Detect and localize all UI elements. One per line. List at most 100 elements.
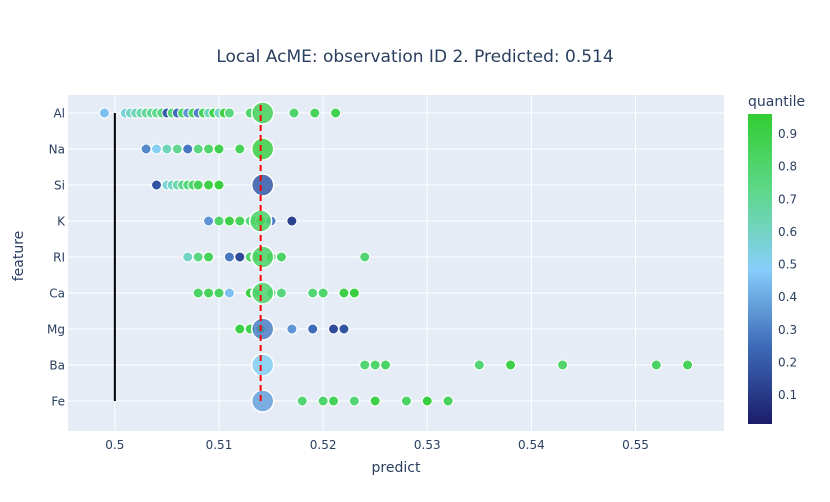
data-point xyxy=(369,359,381,371)
data-point xyxy=(557,359,569,371)
data-point xyxy=(307,323,319,335)
data-point xyxy=(505,359,517,371)
x-tick-label: 0.54 xyxy=(518,438,545,452)
data-point xyxy=(213,179,225,191)
axes: 0.5 0.51 0.52 0.53 0.54 0.55 Al Na Si K RI Ca Mg Ba Fe xyxy=(47,107,649,453)
current-value-point xyxy=(250,245,275,269)
data-point xyxy=(192,251,204,263)
data-point xyxy=(234,215,246,227)
data-point xyxy=(286,215,298,227)
data-point xyxy=(192,179,204,191)
data-point xyxy=(223,215,235,227)
y-tick-label: Ba xyxy=(49,359,65,373)
data-point xyxy=(203,251,215,263)
data-point xyxy=(317,395,329,407)
data-markers xyxy=(98,101,694,413)
data-point xyxy=(400,395,412,407)
data-point xyxy=(328,323,340,335)
data-point xyxy=(213,215,225,227)
current-value-point xyxy=(250,389,275,413)
data-point xyxy=(359,251,371,263)
data-point xyxy=(151,179,163,191)
series-fe xyxy=(250,389,454,413)
current-value-point xyxy=(250,353,275,377)
data-point xyxy=(442,395,454,407)
data-point xyxy=(171,143,183,155)
data-point xyxy=(317,287,329,299)
y-axis-title: feature xyxy=(11,231,27,282)
data-point xyxy=(682,359,694,371)
data-point xyxy=(223,251,235,263)
data-point xyxy=(307,287,319,299)
data-point xyxy=(213,143,225,155)
current-value-point xyxy=(250,137,275,161)
data-point xyxy=(348,287,360,299)
data-point xyxy=(328,395,340,407)
current-value-point xyxy=(250,317,275,341)
series-si xyxy=(151,173,275,197)
series-mg xyxy=(234,317,350,341)
x-tick-label: 0.5 xyxy=(105,438,124,452)
data-point xyxy=(288,107,300,119)
colorbar-tick-label: 0.5 xyxy=(778,258,797,272)
x-tick-label: 0.52 xyxy=(310,438,337,452)
colorbar-gradient xyxy=(748,114,772,424)
colorbar-tick-label: 0.1 xyxy=(778,388,797,402)
data-point xyxy=(234,251,246,263)
colorbar-tick-label: 0.4 xyxy=(778,290,797,304)
y-tick-label: Al xyxy=(53,107,65,121)
colorbar-tick-label: 0.8 xyxy=(778,160,797,174)
series-ba xyxy=(250,353,694,377)
current-value-point xyxy=(250,173,275,197)
y-tick-label: Na xyxy=(49,143,65,157)
data-point xyxy=(473,359,485,371)
data-point xyxy=(192,287,204,299)
series-al xyxy=(98,101,342,125)
data-point xyxy=(223,107,235,119)
y-tick-label: Mg xyxy=(47,323,65,337)
colorbar-tick-label: 0.2 xyxy=(778,356,797,370)
data-point xyxy=(98,107,110,119)
x-tick-label: 0.53 xyxy=(414,438,441,452)
data-point xyxy=(213,287,225,299)
x-axis-title: predict xyxy=(372,460,421,476)
data-point xyxy=(348,395,360,407)
data-point xyxy=(421,395,433,407)
data-point xyxy=(182,143,194,155)
data-point xyxy=(203,215,215,227)
data-point xyxy=(234,323,246,335)
colorbar-tick-label: 0.3 xyxy=(778,323,797,337)
data-point xyxy=(650,359,662,371)
data-point xyxy=(151,143,163,155)
data-point xyxy=(338,323,350,335)
y-tick-label: Si xyxy=(54,179,65,193)
data-point xyxy=(380,359,392,371)
data-point xyxy=(140,143,152,155)
x-tick-label: 0.55 xyxy=(622,438,649,452)
data-point xyxy=(182,251,194,263)
data-point xyxy=(203,143,215,155)
colorbar-tick-label: 0.7 xyxy=(778,192,797,206)
data-point xyxy=(161,143,173,155)
series-na xyxy=(140,137,275,161)
data-point xyxy=(286,323,298,335)
data-point xyxy=(369,395,381,407)
data-point xyxy=(296,395,308,407)
data-point xyxy=(223,287,235,299)
colorbar-tick-label: 0.9 xyxy=(778,127,797,141)
colorbar: quantile 0.1 0.2 0.3 0.4 0.5 0.6 0.7 0.8 0.9 xyxy=(748,94,805,424)
x-tick-label: 0.51 xyxy=(206,438,233,452)
data-point xyxy=(359,359,371,371)
data-point xyxy=(275,251,287,263)
data-point xyxy=(203,287,215,299)
data-point xyxy=(275,287,287,299)
data-point xyxy=(192,143,204,155)
y-tick-label: Fe xyxy=(51,395,65,409)
colorbar-tick-label: 0.6 xyxy=(778,225,797,239)
data-point xyxy=(234,143,246,155)
data-point xyxy=(309,107,321,119)
data-point xyxy=(338,287,350,299)
data-point xyxy=(330,107,342,119)
